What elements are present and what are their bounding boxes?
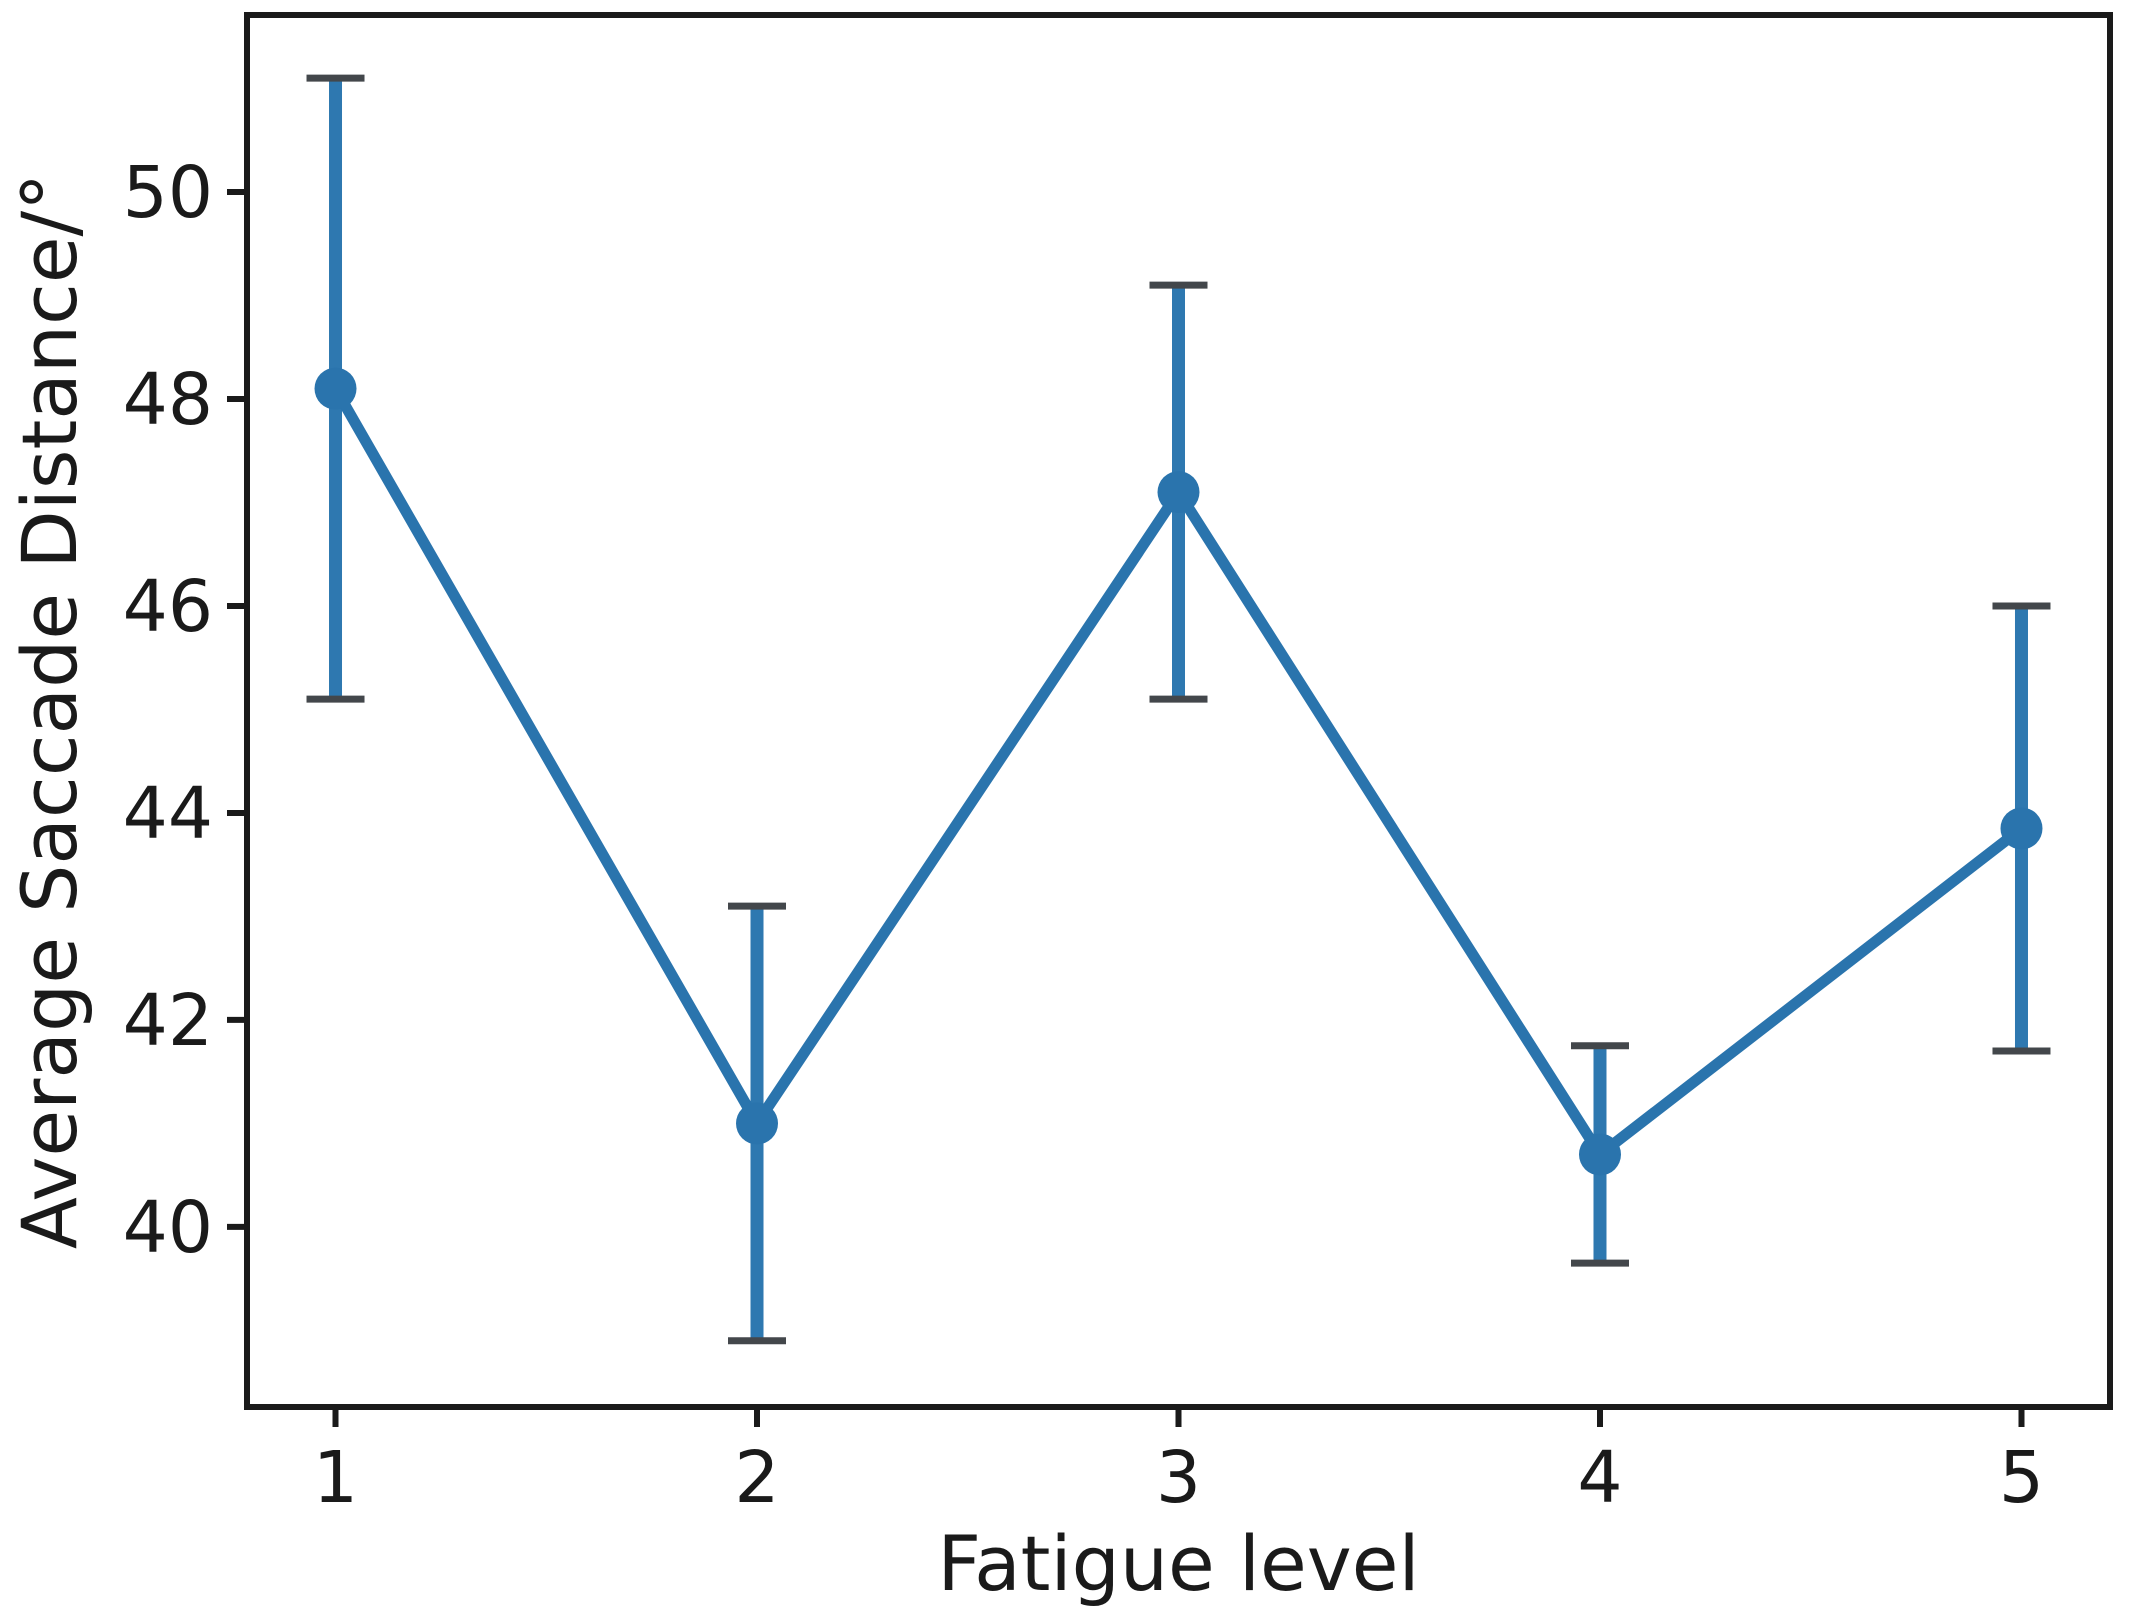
x-axis-label: Fatigue level: [937, 1519, 1419, 1608]
x-tick-label-3: 3: [1156, 1436, 1201, 1519]
data-point-1: [314, 367, 357, 410]
data-point-3: [1157, 471, 1200, 514]
y-tick-label-48: 48: [123, 358, 213, 441]
y-tick-label-50: 50: [123, 151, 213, 234]
y-axis-label: Average Saccade Distance/°: [5, 173, 94, 1249]
plot-border: [244, 12, 2113, 1410]
x-tick-label-5: 5: [1999, 1436, 2044, 1519]
x-tick-label-1: 1: [313, 1436, 358, 1519]
data-point-2: [736, 1102, 779, 1145]
x-tick-label-4: 4: [1577, 1436, 1622, 1519]
y-tick-label-44: 44: [123, 772, 213, 855]
data-point-4: [1578, 1133, 1621, 1176]
y-tick-label-46: 46: [123, 565, 213, 648]
x-tick-label-2: 2: [734, 1436, 779, 1519]
y-tick-label-42: 42: [123, 979, 213, 1062]
data-point-5: [2000, 807, 2043, 850]
y-tick-label-40: 40: [123, 1186, 213, 1269]
